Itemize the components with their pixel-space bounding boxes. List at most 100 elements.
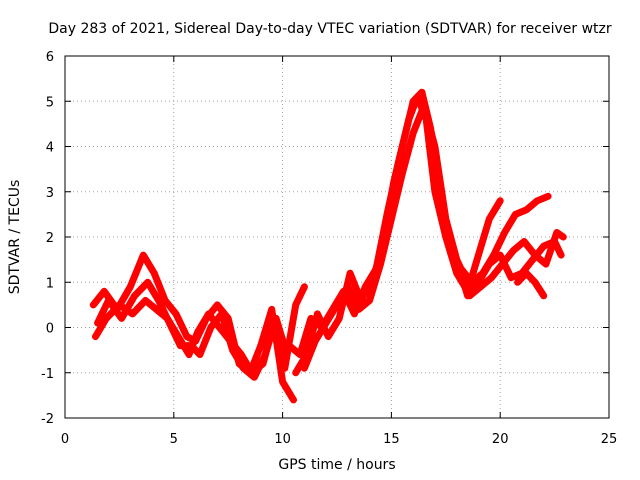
data-point-marker [177, 342, 184, 349]
y-axis-label: SDTVAR / TECUs [7, 180, 23, 295]
data-point-marker [153, 306, 160, 313]
data-point-marker [292, 301, 299, 308]
data-point-marker [301, 283, 308, 290]
data-point-marker [532, 252, 539, 259]
data-point-marker [355, 306, 362, 313]
data-point-marker [279, 378, 286, 385]
data-point-marker [196, 351, 203, 358]
data-point-marker [162, 297, 169, 304]
data-point-marker [207, 324, 214, 331]
y-tick-label: 2 [46, 231, 54, 246]
data-point-marker [257, 342, 264, 349]
data-point-marker [510, 247, 517, 254]
x-tick-label: 20 [492, 432, 509, 447]
series-track-5 [292, 88, 552, 377]
y-tick-label: 1 [46, 276, 54, 291]
data-point-marker [194, 329, 201, 336]
data-point-marker [281, 365, 288, 372]
series-trace [94, 278, 291, 381]
data-point-marker [497, 197, 504, 204]
data-point-marker [336, 315, 343, 322]
series-track-6 [300, 102, 565, 372]
data-point-marker [286, 342, 293, 349]
data-point-marker [431, 143, 438, 150]
y-tick-label: -2 [41, 412, 54, 427]
y-tick-label: 5 [46, 95, 54, 110]
series-track-3 [94, 278, 291, 381]
data-point-marker [475, 252, 482, 259]
data-point-marker [486, 215, 493, 222]
data-point-marker [323, 319, 330, 326]
data-point-marker [523, 206, 530, 213]
data-point-marker [497, 252, 504, 259]
data-point-marker [540, 292, 547, 299]
data-point-marker [560, 234, 567, 240]
data-series [89, 88, 567, 404]
data-point-marker [216, 324, 223, 331]
x-tick-label: 10 [274, 432, 291, 447]
data-point-marker [118, 315, 125, 322]
chart-title: Day 283 of 2021, Sidereal Day-to-day VTE… [48, 21, 612, 37]
data-point-marker [140, 252, 147, 259]
data-point-marker [534, 197, 541, 204]
data-point-marker [131, 292, 138, 299]
data-point-marker [283, 351, 290, 358]
data-point-marker [466, 292, 473, 299]
y-tick-label: 3 [46, 186, 54, 201]
y-tick-label: -1 [41, 367, 54, 382]
data-point-marker [542, 261, 549, 268]
data-point-marker [521, 238, 528, 245]
data-point-marker [388, 215, 395, 222]
data-point-marker [151, 270, 158, 277]
data-point-marker [214, 301, 221, 308]
data-point-marker [262, 351, 269, 358]
data-point-marker [314, 310, 321, 317]
data-point-marker [344, 283, 351, 290]
series-track-7 [466, 229, 567, 300]
data-point-marker [205, 310, 212, 317]
axis-ticks [64, 55, 610, 419]
data-point-marker [553, 229, 560, 236]
data-point-marker [94, 319, 101, 326]
data-point-marker [116, 301, 123, 308]
data-point-marker [347, 270, 354, 277]
data-point-marker [144, 279, 151, 286]
data-point-marker [186, 351, 193, 358]
data-point-marker [92, 333, 99, 340]
series-trace [292, 88, 552, 377]
data-point-marker [532, 279, 539, 286]
grid [65, 56, 609, 418]
data-point-marker [240, 365, 247, 372]
data-point-marker [523, 270, 530, 277]
data-point-marker [410, 98, 417, 105]
data-point-marker [292, 369, 299, 376]
data-point-marker [540, 243, 547, 250]
data-point-marker [301, 365, 308, 372]
series-trace [514, 269, 548, 300]
series-trace [466, 229, 567, 300]
data-point-marker [127, 283, 134, 290]
y-tick-label: 6 [46, 50, 54, 65]
data-point-marker [377, 261, 384, 268]
data-point-marker [477, 283, 484, 290]
data-point-marker [334, 301, 340, 308]
y-tick-label: 4 [46, 141, 54, 156]
data-point-marker [390, 179, 397, 186]
data-point-marker [142, 297, 149, 304]
data-point-marker [188, 342, 195, 349]
data-point-marker [401, 134, 408, 141]
y-tick-label: 0 [46, 322, 54, 337]
data-point-marker [366, 297, 373, 304]
series-track-8 [514, 269, 548, 300]
data-point-marker [468, 279, 475, 286]
data-point-marker [273, 315, 280, 322]
data-point-marker [508, 274, 515, 281]
data-point-marker [251, 374, 258, 381]
data-point-marker [312, 338, 319, 345]
data-point-marker [155, 297, 162, 304]
x-axis-label: GPS time / hours [278, 457, 395, 473]
data-point-marker [129, 310, 136, 317]
data-point-marker [399, 170, 406, 177]
data-point-marker [410, 129, 417, 136]
